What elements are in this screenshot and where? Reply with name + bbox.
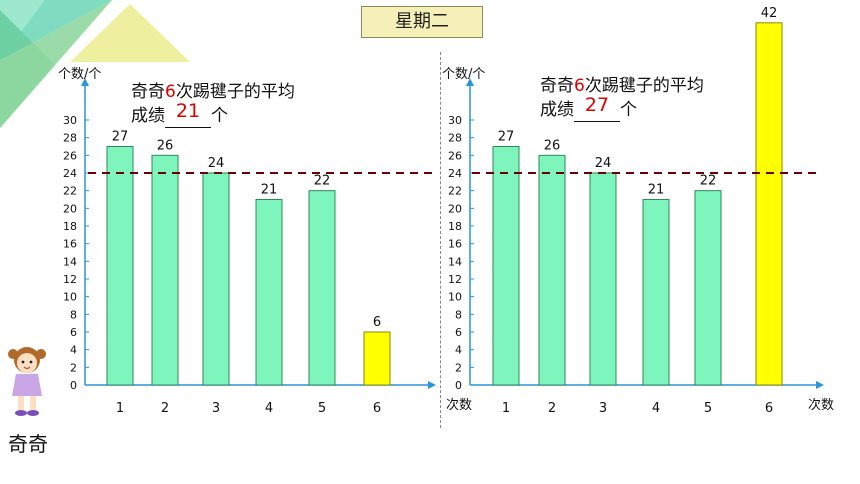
answer-value: 27	[584, 94, 610, 116]
x-tick-label: 5	[704, 401, 712, 416]
x-tick-label: 6	[373, 401, 381, 416]
x-tick-label: 4	[652, 401, 660, 416]
caption-text: 成绩	[540, 100, 574, 120]
y-tick-label: 28	[63, 132, 77, 145]
y-tick-label: 24	[63, 167, 77, 180]
y-tick-label: 14	[448, 255, 462, 268]
girl-illustration	[8, 347, 46, 416]
y-tick-label: 10	[448, 291, 462, 304]
bar-value-label: 24	[208, 156, 225, 171]
y-tick-label: 6	[455, 326, 462, 339]
bar-6	[755, 22, 783, 386]
y-tick-label: 16	[63, 238, 77, 251]
y-axis-label: 个数/个	[58, 67, 101, 82]
divider-line	[440, 52, 441, 428]
y-tick-label: 12	[448, 273, 462, 286]
bar-2	[538, 154, 566, 386]
bar-value-label: 22	[700, 174, 717, 189]
caption-count: 6	[165, 82, 176, 102]
y-tick-label: 18	[63, 220, 77, 233]
y-tick-label: 30	[63, 114, 77, 127]
x-axis-arrow	[428, 381, 436, 389]
y-tick-label: 30	[448, 114, 462, 127]
y-tick-label: 14	[63, 255, 77, 268]
y-axis-label: 个数/个	[442, 67, 485, 82]
y-tick-label: 18	[448, 220, 462, 233]
caption-text: 成绩	[131, 106, 165, 126]
bar-value-label: 24	[595, 156, 612, 171]
left-caption: 奇奇6次踢毽子的平均 成绩 21 个	[131, 80, 295, 128]
bar-value-label: 22	[314, 174, 331, 189]
y-tick-label: 0	[70, 379, 77, 392]
y-tick-label: 8	[70, 308, 77, 321]
y-tick-label: 24	[448, 167, 462, 180]
caption-text: 次踢毽子的平均	[175, 82, 295, 102]
y-axis-arrow	[81, 78, 89, 86]
bar-value-label: 27	[498, 130, 515, 145]
caption-text: 奇奇	[131, 82, 165, 102]
x-tick-label: 3	[212, 401, 220, 416]
y-tick-label: 20	[448, 202, 462, 215]
corner-decoration	[0, 0, 190, 128]
caption-text: 次踢毽子的平均	[584, 76, 704, 96]
bar-value-label: 21	[648, 183, 665, 198]
caption-text: 奇奇	[540, 76, 574, 96]
bar-1	[106, 146, 134, 386]
x-tick-label: 1	[502, 401, 510, 416]
caption-text: 个	[211, 106, 228, 126]
y-tick-label: 6	[70, 326, 77, 339]
y-tick-label: 8	[455, 308, 462, 321]
y-tick-label: 22	[63, 185, 77, 198]
bar-4	[642, 199, 670, 386]
x-tick-label: 6	[765, 401, 773, 416]
bar-value-label: 6	[373, 315, 381, 330]
x-tick-label: 4	[265, 401, 273, 416]
bar-3	[589, 172, 617, 386]
x-axis-arrow	[816, 381, 824, 389]
character-name: 奇奇	[8, 432, 48, 456]
bar-value-label: 21	[261, 183, 278, 198]
bar-5	[308, 190, 336, 386]
y-tick-label: 0	[455, 379, 462, 392]
bar-value-label: 42	[761, 6, 778, 21]
y-tick-label: 20	[63, 202, 77, 215]
right-caption: 奇奇6次踢毽子的平均 成绩 27 个	[540, 74, 704, 122]
y-tick-label: 4	[70, 344, 77, 357]
y-tick-label: 4	[455, 344, 462, 357]
y-tick-label: 16	[448, 238, 462, 251]
y-tick-label: 28	[448, 132, 462, 145]
bar-6	[363, 331, 391, 386]
y-tick-label: 2	[455, 361, 462, 374]
x-tick-label: 1	[116, 401, 124, 416]
answer-blank: 21	[165, 100, 211, 128]
answer-value: 21	[175, 100, 201, 122]
x-tick-label: 2	[548, 401, 556, 416]
x-axis-label: 次数	[808, 397, 834, 413]
caption-text: 个	[620, 100, 637, 120]
bar-5	[694, 190, 722, 386]
y-tick-label: 12	[63, 273, 77, 286]
page-title: 星期二	[361, 6, 483, 38]
y-tick-label: 26	[448, 149, 462, 162]
bar-3	[202, 172, 230, 386]
caption-count: 6	[574, 76, 585, 96]
y-axis-arrow	[466, 78, 474, 86]
x-axis-label: 次数	[446, 397, 472, 413]
answer-blank: 27	[574, 94, 620, 122]
y-tick-label: 22	[448, 185, 462, 198]
y-tick-label: 26	[63, 149, 77, 162]
bar-1	[492, 146, 520, 386]
x-tick-label: 5	[318, 401, 326, 416]
bar-value-label: 27	[112, 130, 129, 145]
bar-value-label: 26	[544, 138, 561, 153]
y-tick-label: 10	[63, 291, 77, 304]
bar-4	[255, 199, 283, 386]
bar-value-label: 26	[157, 138, 174, 153]
y-tick-label: 2	[70, 361, 77, 374]
x-tick-label: 3	[599, 401, 607, 416]
x-tick-label: 2	[161, 401, 169, 416]
bar-2	[151, 154, 179, 386]
